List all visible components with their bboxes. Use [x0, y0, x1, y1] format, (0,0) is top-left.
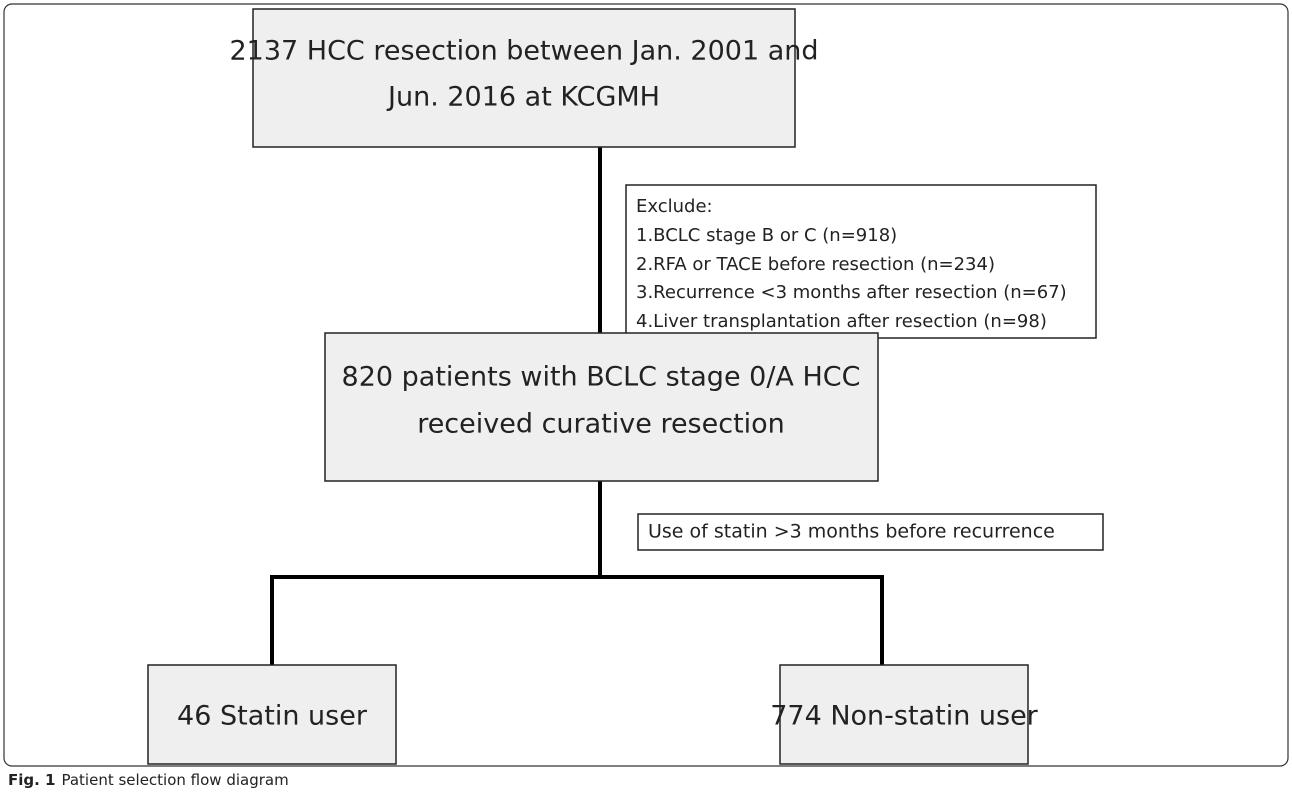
node-text: Exclude:: [636, 196, 713, 217]
caption: Fig. 1 Patient selection flow diagram: [8, 771, 289, 789]
node-text: received curative resection: [417, 409, 785, 440]
node-text: Jun. 2016 at KCGMH: [386, 82, 660, 113]
node-text: 774 Non-statin user: [770, 701, 1038, 732]
exclusion-box: [625, 184, 1097, 339]
node-text: 4.Liver transplantation after resection …: [636, 311, 1047, 332]
node-box: [147, 664, 397, 765]
condition-box: [637, 513, 1104, 551]
node-text: 1.BCLC stage B or C (n=918): [636, 225, 897, 246]
caption-text: Patient selection flow diagram: [61, 771, 288, 789]
caption-label: Fig. 1: [8, 771, 55, 789]
node-text: 46 Statin user: [177, 701, 368, 732]
node-text: 2.RFA or TACE before resection (n=234): [636, 254, 995, 275]
node-box: [252, 8, 796, 148]
node-text: Use of statin >3 months before recurrenc…: [648, 521, 1055, 543]
node-text: 3.Recurrence <3 months after resection (…: [636, 282, 1067, 303]
node-text: 820 patients with BCLC stage 0/A HCC: [342, 362, 861, 393]
node-box: [324, 332, 879, 482]
node-box: [779, 664, 1029, 765]
figure-frame: [3, 3, 1289, 767]
node-text: 2137 HCC resection between Jan. 2001 and: [229, 36, 818, 67]
